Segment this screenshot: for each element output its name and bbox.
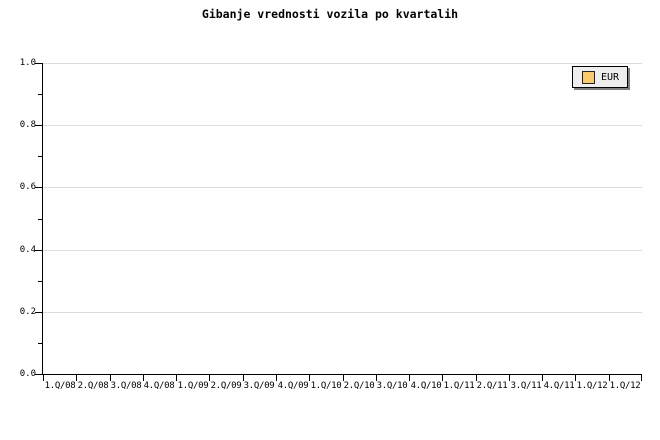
x-tick-label: 2.Q/08 [77, 381, 109, 391]
x-tick-label: 1.Q/12 [576, 381, 608, 391]
x-tick-label: 4.Q/10 [410, 381, 442, 391]
y-major-tick [35, 187, 42, 188]
plot-area [35, 63, 642, 381]
x-tick [143, 375, 144, 381]
x-tick [276, 375, 277, 381]
legend-swatch-eur [582, 70, 595, 84]
x-tick [509, 375, 510, 381]
x-tick [409, 375, 410, 381]
chart-title: Gibanje vrednosti vozila po kvartalih [201, 7, 459, 21]
y-minor-tick [38, 343, 42, 344]
x-tick [442, 375, 443, 381]
x-tick-label: 3.Q/11 [510, 381, 542, 391]
x-tick [542, 375, 543, 381]
x-tick-label: 4.Q/09 [277, 381, 309, 391]
gridline [43, 312, 642, 313]
x-tick-label: 4.Q/11 [543, 381, 575, 391]
x-tick [343, 375, 344, 381]
y-tick-label: 0.6 [19, 182, 36, 192]
x-tick-label: 1.Q/11 [443, 381, 475, 391]
gridline [43, 187, 642, 188]
x-tick [575, 375, 576, 381]
gridline [43, 250, 642, 251]
y-major-tick [35, 312, 42, 313]
y-minor-tick [38, 219, 42, 220]
x-tick-label: 3.Q/08 [110, 381, 142, 391]
y-major-tick [35, 63, 42, 64]
y-tick-label: 0.4 [19, 245, 36, 255]
x-tick [476, 375, 477, 381]
y-minor-tick [38, 94, 42, 95]
gridline [43, 125, 642, 126]
x-tick-label: 3.Q/09 [243, 381, 275, 391]
x-tick [376, 375, 377, 381]
y-major-tick [35, 125, 42, 126]
x-tick [309, 375, 310, 381]
y-tick-label: 0.2 [19, 307, 36, 317]
x-tick [209, 375, 210, 381]
y-minor-tick [38, 281, 42, 282]
y-minor-tick [38, 156, 42, 157]
x-tick [76, 375, 77, 381]
x-tick-label: 1.Q/12 [609, 381, 641, 391]
x-tick-label: 2.Q/09 [210, 381, 242, 391]
gridline [43, 63, 642, 64]
x-tick-label: 2.Q/11 [476, 381, 508, 391]
y-major-tick [35, 374, 42, 375]
x-tick [176, 375, 177, 381]
x-tick-label: 1.Q/09 [177, 381, 209, 391]
x-tick-label: 3.Q/10 [376, 381, 408, 391]
x-tick [43, 375, 44, 381]
x-tick-label: 1.Q/10 [310, 381, 342, 391]
y-tick-label: 1.0 [19, 58, 36, 68]
x-tick [110, 375, 111, 381]
x-tick [609, 375, 610, 381]
y-tick-label: 0.0 [19, 369, 36, 379]
y-major-tick [35, 250, 42, 251]
x-tick-label: 4.Q/08 [143, 381, 175, 391]
y-tick-label: 0.8 [19, 120, 36, 130]
x-tick-label: 2.Q/10 [343, 381, 375, 391]
x-tick [641, 375, 642, 381]
x-tick-label: 1.Q/08 [44, 381, 76, 391]
legend: EUR [572, 66, 629, 88]
x-tick [243, 375, 244, 381]
legend-label-eur: EUR [601, 71, 620, 83]
